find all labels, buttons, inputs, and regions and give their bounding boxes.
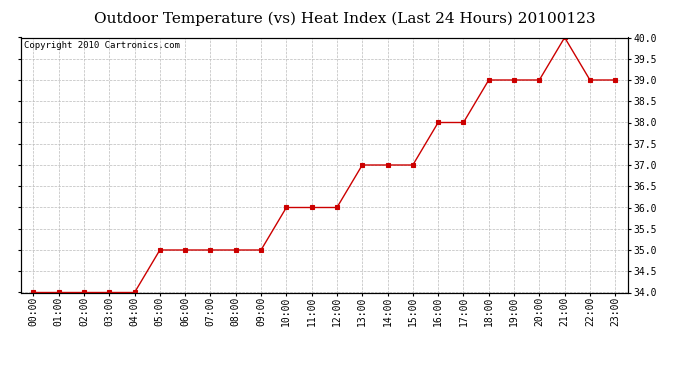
Text: Copyright 2010 Cartronics.com: Copyright 2010 Cartronics.com: [23, 41, 179, 50]
Text: Outdoor Temperature (vs) Heat Index (Last 24 Hours) 20100123: Outdoor Temperature (vs) Heat Index (Las…: [95, 11, 595, 26]
